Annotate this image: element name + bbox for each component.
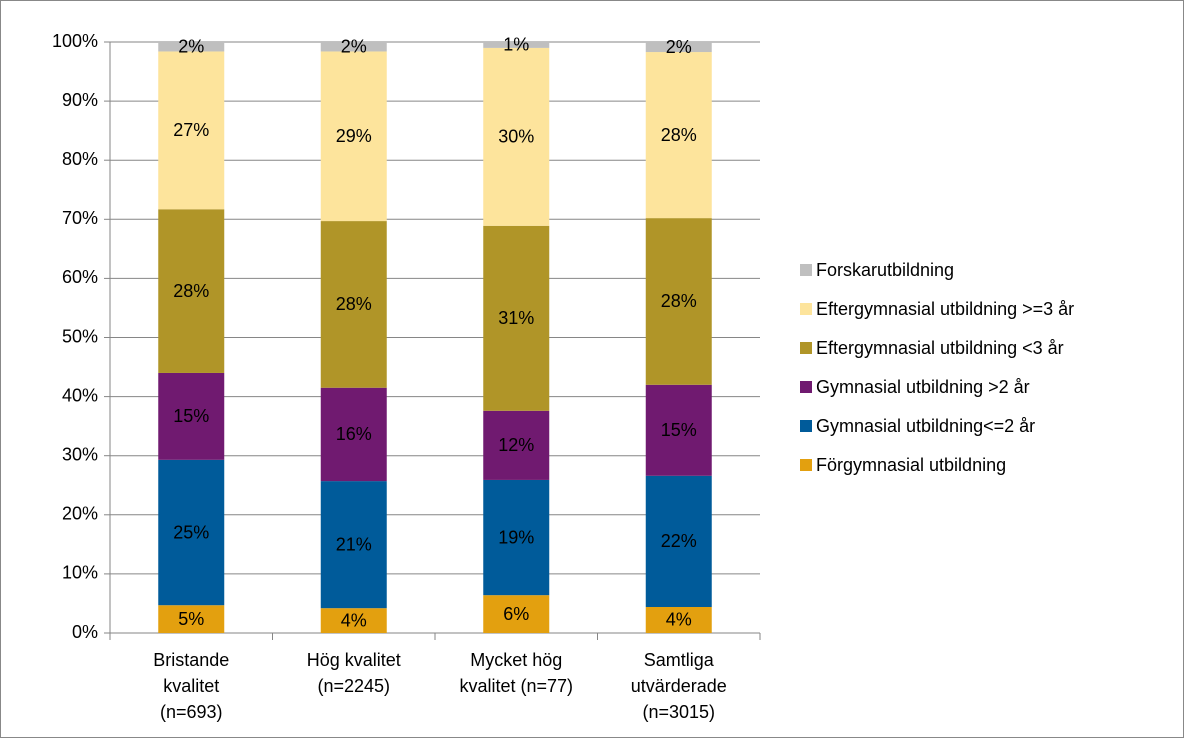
data-label: 4%	[666, 610, 692, 630]
data-label: 27%	[173, 120, 209, 140]
bar-segment	[483, 225, 550, 411]
x-tick-label: (n=693)	[160, 702, 223, 722]
x-tick-label: kvalitet	[163, 676, 219, 696]
bar-segment	[645, 475, 712, 607]
data-label: 15%	[661, 420, 697, 440]
data-label: 6%	[503, 604, 529, 624]
data-label: 31%	[498, 308, 534, 328]
y-tick-label: 40%	[62, 385, 98, 405]
y-tick-label: 80%	[62, 149, 98, 169]
data-label: 15%	[173, 406, 209, 426]
x-tick-label: utvärderade	[631, 676, 727, 696]
y-tick-label: 100%	[52, 31, 98, 51]
legend-label: Forskarutbildning	[816, 260, 954, 280]
legend-swatch	[800, 381, 812, 393]
legend-swatch	[800, 459, 812, 471]
bar-segment	[483, 479, 550, 596]
bar-segment	[158, 42, 225, 52]
legend-swatch	[800, 420, 812, 432]
bar-segment	[320, 387, 387, 482]
data-label: 5%	[178, 609, 204, 629]
x-tick-label: Samtliga	[644, 650, 715, 670]
bar-segment	[483, 595, 550, 633]
bar-segment	[645, 218, 712, 385]
data-label: 4%	[341, 610, 367, 630]
x-tick-label: Hög kvalitet	[307, 650, 401, 670]
data-label: 16%	[336, 424, 372, 444]
bar-segment	[645, 384, 712, 476]
data-label: 21%	[336, 534, 372, 554]
x-tick-label: Bristande	[153, 650, 229, 670]
data-label: 28%	[336, 294, 372, 314]
data-label: 28%	[173, 281, 209, 301]
legend-label: Gymnasial utbildning<=2 år	[816, 416, 1035, 436]
bar-segment	[158, 209, 225, 373]
x-tick-label: (n=2245)	[317, 676, 390, 696]
bar-segment	[320, 221, 387, 388]
bar-segment	[320, 481, 387, 609]
bar-segment	[483, 42, 550, 48]
bar-segment	[645, 606, 712, 633]
legend-swatch	[800, 303, 812, 315]
y-tick-label: 70%	[62, 208, 98, 228]
data-label: 2%	[178, 36, 204, 56]
y-tick-label: 0%	[72, 622, 98, 642]
data-label: 28%	[661, 125, 697, 145]
data-label: 25%	[173, 522, 209, 542]
data-label: 28%	[661, 291, 697, 311]
legend-swatch	[800, 342, 812, 354]
legend-label: Eftergymnasial utbildning >=3 år	[816, 299, 1074, 319]
data-label: 29%	[336, 126, 372, 146]
bar-segment	[320, 42, 387, 52]
bar-segment	[645, 52, 712, 219]
data-label: 1%	[503, 35, 529, 55]
data-label: 19%	[498, 527, 534, 547]
y-tick-label: 50%	[62, 326, 98, 346]
y-tick-label: 90%	[62, 90, 98, 110]
legend-label: Gymnasial utbildning >2 år	[816, 377, 1030, 397]
bar-segment	[158, 605, 225, 633]
bar-segment	[158, 51, 225, 210]
data-label: 30%	[498, 127, 534, 147]
bar-segment	[483, 47, 550, 226]
bar-segment	[320, 51, 387, 222]
y-tick-label: 30%	[62, 444, 98, 464]
data-label: 22%	[661, 531, 697, 551]
legend-label: Förgymnasial utbildning	[816, 455, 1006, 475]
legend-label: Eftergymnasial utbildning <3 år	[816, 338, 1064, 358]
x-tick-label: Mycket hög	[470, 650, 562, 670]
legend-swatch	[800, 264, 812, 276]
y-tick-label: 60%	[62, 267, 98, 287]
bar-segment	[158, 459, 225, 606]
bar-segment	[483, 410, 550, 480]
data-label: 2%	[341, 36, 367, 56]
bar-segment	[645, 42, 712, 53]
y-tick-label: 10%	[62, 563, 98, 583]
bar-segment	[158, 372, 225, 460]
x-tick-label: (n=3015)	[642, 702, 715, 722]
bar-segment	[320, 608, 387, 633]
y-tick-label: 20%	[62, 504, 98, 524]
x-tick-label: kvalitet (n=77)	[459, 676, 573, 696]
data-label: 2%	[666, 37, 692, 57]
data-label: 12%	[498, 435, 534, 455]
